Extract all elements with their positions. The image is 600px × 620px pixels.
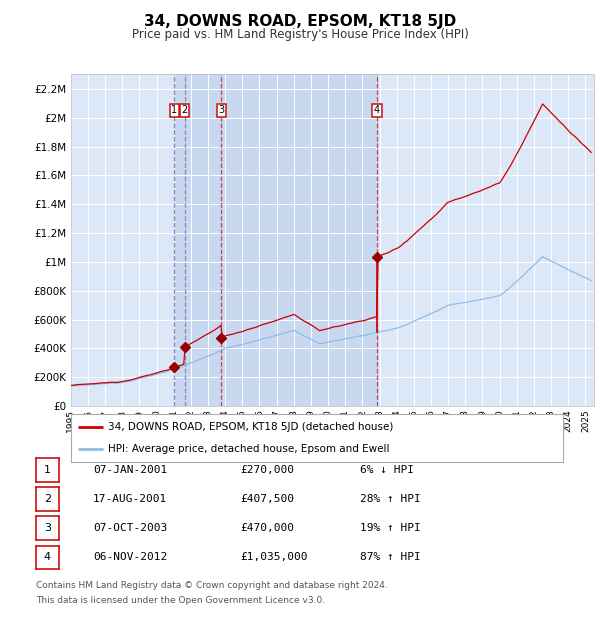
Text: 2: 2 [181, 105, 188, 115]
Text: 07-JAN-2001: 07-JAN-2001 [93, 465, 167, 475]
Text: Price paid vs. HM Land Registry's House Price Index (HPI): Price paid vs. HM Land Registry's House … [131, 28, 469, 41]
Text: Contains HM Land Registry data © Crown copyright and database right 2024.: Contains HM Land Registry data © Crown c… [36, 582, 388, 590]
Text: £1,035,000: £1,035,000 [240, 552, 308, 562]
Text: 1: 1 [172, 105, 178, 115]
Text: £270,000: £270,000 [240, 465, 294, 475]
Text: 19% ↑ HPI: 19% ↑ HPI [360, 523, 421, 533]
Text: This data is licensed under the Open Government Licence v3.0.: This data is licensed under the Open Gov… [36, 596, 325, 604]
Text: 6% ↓ HPI: 6% ↓ HPI [360, 465, 414, 475]
Text: 1: 1 [44, 465, 51, 475]
Text: HPI: Average price, detached house, Epsom and Ewell: HPI: Average price, detached house, Epso… [108, 444, 389, 454]
Text: 2: 2 [44, 494, 51, 504]
Text: £470,000: £470,000 [240, 523, 294, 533]
Text: 06-NOV-2012: 06-NOV-2012 [93, 552, 167, 562]
Text: 3: 3 [44, 523, 51, 533]
Text: 28% ↑ HPI: 28% ↑ HPI [360, 494, 421, 504]
Bar [175, 74, 377, 406]
Text: 34, DOWNS ROAD, EPSOM, KT18 5JD: 34, DOWNS ROAD, EPSOM, KT18 5JD [144, 14, 456, 29]
Text: 3: 3 [218, 105, 224, 115]
Text: 17-AUG-2001: 17-AUG-2001 [93, 494, 167, 504]
Text: 34, DOWNS ROAD, EPSOM, KT18 5JD (detached house): 34, DOWNS ROAD, EPSOM, KT18 5JD (detache… [108, 422, 393, 432]
Text: 4: 4 [44, 552, 51, 562]
Text: 07-OCT-2003: 07-OCT-2003 [93, 523, 167, 533]
Text: £407,500: £407,500 [240, 494, 294, 504]
Text: 87% ↑ HPI: 87% ↑ HPI [360, 552, 421, 562]
Text: 4: 4 [374, 105, 380, 115]
